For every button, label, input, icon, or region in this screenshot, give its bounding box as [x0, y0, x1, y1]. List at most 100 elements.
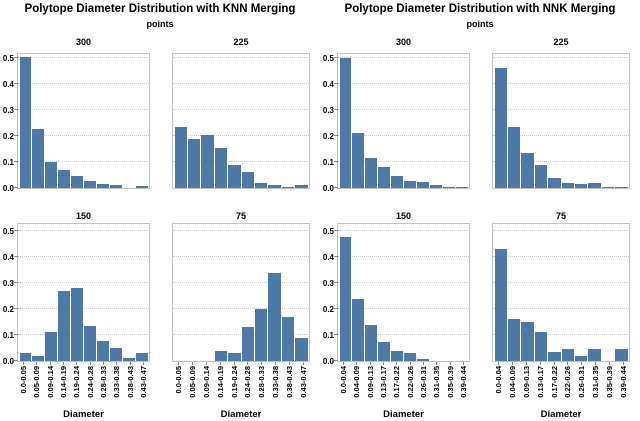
histogram-bar	[378, 342, 391, 361]
gridline	[338, 57, 469, 58]
y-tick-label: 0.4	[322, 80, 334, 89]
y-tick-label: 0.1	[2, 158, 14, 167]
gridline	[18, 256, 149, 257]
x-tick-label: 0.39-0.44	[458, 366, 468, 398]
gridline	[338, 230, 469, 231]
x-tick-slot: 0.26-0.31	[575, 362, 589, 409]
x-tick-label: 0.09-0.13	[365, 366, 375, 398]
x-tick-slot: 0.22-0.26	[403, 362, 416, 409]
gridline	[493, 57, 629, 58]
x-tick	[116, 362, 118, 365]
x-tick-slot: 0.04-0.09	[506, 362, 520, 409]
y-tick	[14, 135, 18, 136]
subplot-points-label: 75	[235, 211, 246, 221]
y-tick-label: 0.5	[2, 227, 14, 236]
x-tick	[142, 362, 144, 365]
histogram-bar	[574, 184, 588, 188]
gridline	[493, 256, 629, 257]
y-tick	[14, 230, 18, 231]
gridline	[173, 230, 309, 231]
gridline	[173, 334, 309, 335]
x-tick	[261, 362, 263, 365]
histogram-bar	[254, 309, 268, 361]
gridline	[493, 308, 629, 309]
x-axis-title: Diameter	[540, 409, 582, 420]
gridline	[173, 83, 309, 84]
gridline	[493, 334, 629, 335]
histogram-bar	[561, 349, 574, 361]
x-tick	[594, 362, 596, 365]
y-tick-label: 0.1	[322, 331, 334, 340]
histogram-bar	[615, 349, 628, 361]
histogram-bar	[174, 127, 187, 188]
histogram-bar	[378, 167, 391, 188]
histogram-bar	[71, 176, 84, 188]
panel-knn: Polytope Diameter Distribution with KNN …	[1, 3, 320, 421]
gridline	[18, 161, 149, 162]
histogram-bar	[45, 162, 58, 188]
y-tick-label: 0.3	[2, 279, 14, 288]
histogram-bar	[135, 353, 148, 361]
panel-title-nnk: Polytope Diameter Distribution with NNK …	[344, 3, 616, 15]
histogram-bar	[534, 165, 548, 188]
panel-knn-top-row: 300 0.0 0.1 0.2 0.3 0.4 0.5 225	[1, 33, 320, 193]
y-tick-label: 0.4	[2, 253, 14, 262]
histogram-bar	[241, 172, 254, 188]
x-tick-label: 0.04-0.09	[508, 366, 518, 398]
x-tick	[581, 362, 583, 365]
x-tick-label: 0.33-0.38	[112, 366, 122, 398]
x-tick-slot: 0.14-0.19	[57, 362, 70, 409]
y-tick-label: 0.0	[322, 357, 334, 366]
x-tick-label: 0.19-0.24	[229, 366, 239, 398]
histogram-bar	[214, 148, 228, 188]
y-tick	[334, 83, 338, 84]
panel-title-knn: Polytope Diameter Distribution with KNN …	[24, 3, 296, 15]
x-tick	[274, 362, 276, 365]
histogram-bar	[19, 57, 32, 188]
x-tick-slot: 0.13-0.17	[377, 362, 390, 409]
gridline	[493, 135, 629, 136]
histogram-bar	[45, 332, 58, 361]
gridline	[338, 334, 469, 335]
gridline	[18, 282, 149, 283]
histogram-bar	[109, 185, 122, 188]
x-tick-slot: 0.14-0.19	[213, 362, 227, 409]
y-tick	[334, 360, 338, 361]
subplot-points-label: 150	[395, 211, 412, 221]
plot-area	[14, 223, 150, 362]
histogram-bar	[548, 352, 561, 361]
x-tick	[553, 362, 555, 365]
gridline	[173, 135, 309, 136]
plot-area	[172, 53, 310, 189]
x-tick-slot: 0.43-0.47	[296, 362, 310, 409]
column-spacer	[470, 189, 492, 421]
plot-area	[334, 53, 470, 189]
x-tick	[23, 362, 25, 365]
x-tick-label: 0.24-0.28	[85, 366, 95, 398]
y-tick	[14, 308, 18, 309]
panel-nnk: Polytope Diameter Distribution with NNK …	[320, 0, 640, 421]
histogram-bar	[281, 187, 295, 188]
x-axis-title: Diameter	[220, 409, 262, 420]
gridline	[18, 83, 149, 84]
histogram-bar	[58, 170, 71, 188]
x-tick-slot: 0.35-0.39	[602, 362, 616, 409]
x-tick-slot: 0.0-0.04	[337, 362, 350, 409]
bars	[494, 224, 628, 361]
x-tick-label: 0.04-0.09	[352, 366, 362, 398]
subplot-points-label: 300	[75, 37, 92, 47]
histogram-bar	[268, 273, 281, 361]
y-tick-label: 0.1	[322, 158, 334, 167]
gridline	[18, 334, 149, 335]
y-axis-labels: 0.0 0.1 0.2 0.3 0.4 0.5	[321, 53, 337, 193]
y-tick	[334, 109, 338, 110]
histogram-bar	[201, 135, 214, 188]
panel-knn-bottom-row: 150 0.0 0.1 0.2 0.3 0.4 0.5 0.0-0.05 0.05-0.09…	[1, 189, 320, 421]
gridline	[18, 230, 149, 231]
x-tick-label: 0.05-0.09	[32, 366, 42, 398]
y-tick-label: 0.0	[2, 357, 14, 366]
y-tick	[334, 57, 338, 58]
x-tick	[219, 362, 221, 365]
histogram-bar	[268, 185, 281, 188]
x-tick-label: 0.28-0.33	[257, 366, 267, 398]
